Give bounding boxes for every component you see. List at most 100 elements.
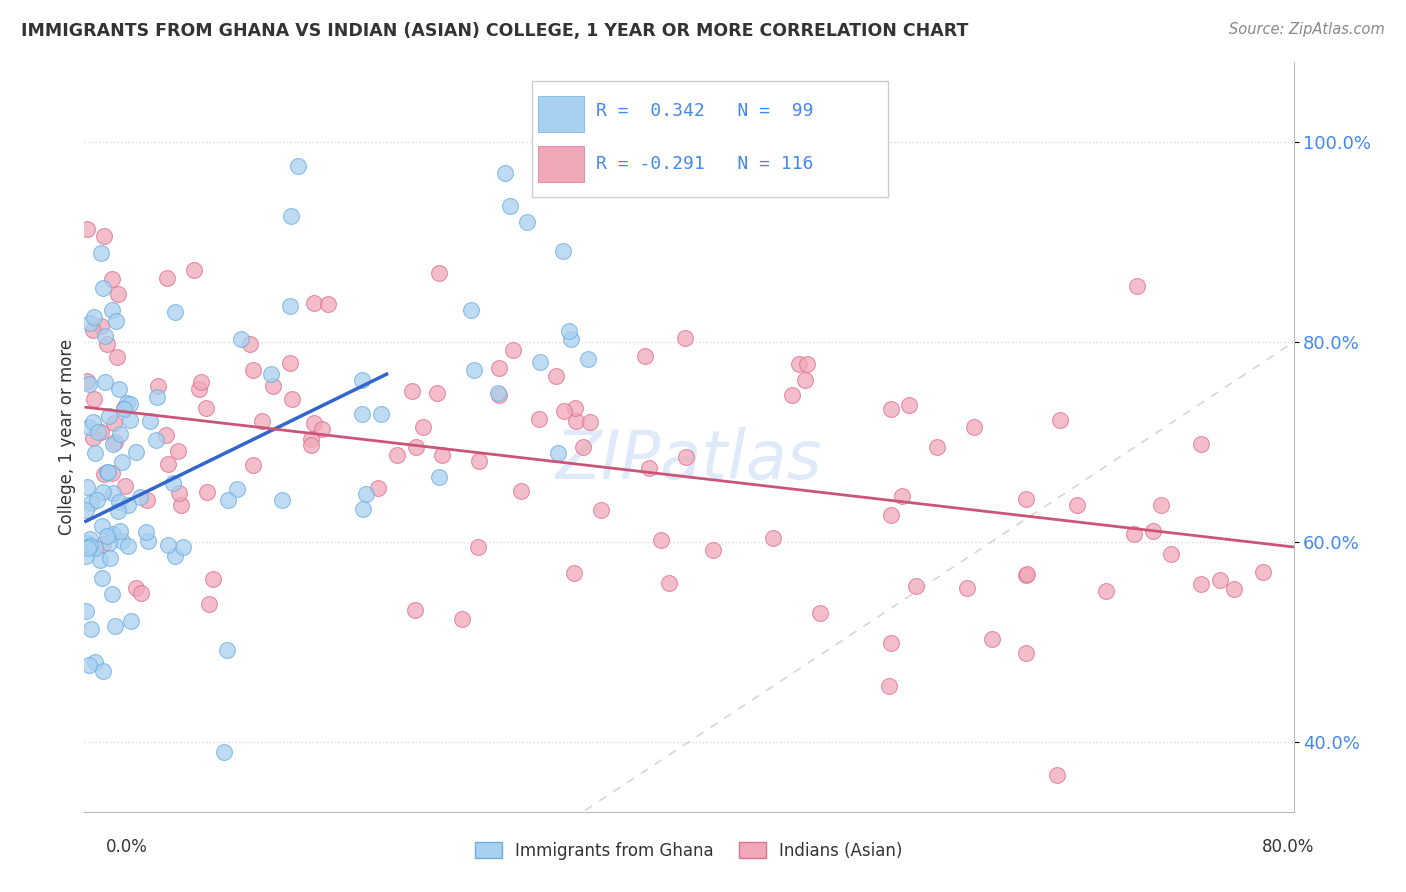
Point [352, 502, 374, 516]
Text: R =  0.342   N =  99: R = 0.342 N = 99 [596, 103, 813, 120]
Point [225, 483, 247, 497]
Point [572, 440, 595, 454]
Point [83, 541, 105, 556]
Point [201, 573, 224, 587]
Point [427, 266, 450, 280]
Point [350, 407, 373, 421]
Point [287, 159, 309, 173]
Point [172, 540, 194, 554]
Point [451, 611, 474, 625]
Point [96, 529, 118, 543]
Point [1209, 573, 1232, 587]
Point [82, 323, 104, 337]
Point [576, 351, 599, 366]
Point [98, 550, 121, 565]
Point [510, 483, 533, 498]
Point [1095, 584, 1118, 599]
Point [405, 440, 427, 454]
Point [956, 582, 979, 596]
Point [370, 407, 392, 421]
Point [108, 524, 131, 538]
Point [794, 374, 817, 388]
Point [1251, 565, 1274, 579]
Point [125, 581, 148, 595]
Point [1160, 547, 1182, 561]
Point [96, 466, 118, 480]
Point [212, 745, 235, 759]
Point [117, 539, 139, 553]
Point [468, 454, 491, 468]
Point [93, 228, 115, 243]
Point [547, 445, 569, 459]
Point [354, 486, 377, 500]
Point [101, 271, 124, 285]
Point [1142, 524, 1164, 538]
Point [104, 435, 127, 450]
Point [562, 566, 585, 580]
Point [575, 115, 598, 129]
Point [167, 486, 190, 500]
Point [125, 445, 148, 459]
Point [564, 401, 586, 415]
Point [467, 541, 489, 555]
Point [118, 397, 141, 411]
Point [242, 458, 264, 473]
Point [77, 376, 100, 391]
Point [108, 427, 131, 442]
Point [560, 332, 582, 346]
Point [136, 534, 159, 549]
Point [546, 368, 568, 383]
Point [76, 221, 98, 235]
Point [103, 416, 125, 430]
Point [77, 541, 100, 555]
Point [91, 280, 114, 294]
Point [83, 655, 105, 669]
Point [75, 604, 97, 618]
Point [702, 542, 724, 557]
Point [103, 526, 125, 541]
Point [170, 498, 193, 512]
Point [93, 376, 115, 390]
Point [385, 448, 408, 462]
Point [187, 382, 209, 396]
Point [1123, 527, 1146, 541]
Point [162, 476, 184, 491]
Point [129, 586, 152, 600]
Point [145, 390, 167, 404]
Point [93, 467, 115, 482]
Point [195, 484, 218, 499]
Point [80, 622, 103, 636]
Point [262, 379, 284, 393]
Point [217, 642, 239, 657]
Point [880, 636, 903, 650]
Point [367, 481, 389, 495]
Point [460, 303, 482, 318]
Point [104, 619, 127, 633]
Point [589, 503, 612, 517]
Point [82, 415, 104, 429]
Point [156, 270, 179, 285]
Point [673, 331, 696, 345]
Point [1189, 576, 1212, 591]
Point [963, 420, 986, 434]
Text: R = -0.291   N = 116: R = -0.291 N = 116 [596, 154, 813, 172]
Point [516, 215, 538, 229]
Point [891, 489, 914, 503]
Point [112, 401, 135, 415]
Point [86, 425, 108, 439]
Point [139, 414, 162, 428]
Point [1015, 646, 1038, 660]
Point [1223, 582, 1246, 596]
Point [198, 598, 221, 612]
Point [135, 525, 157, 540]
Point [86, 492, 108, 507]
FancyBboxPatch shape [538, 146, 583, 182]
Point [278, 356, 301, 370]
Point [79, 658, 101, 673]
Point [494, 166, 516, 180]
Point [633, 349, 655, 363]
Point [299, 433, 322, 447]
Point [156, 457, 179, 471]
Point [111, 533, 134, 548]
Point [83, 392, 105, 406]
